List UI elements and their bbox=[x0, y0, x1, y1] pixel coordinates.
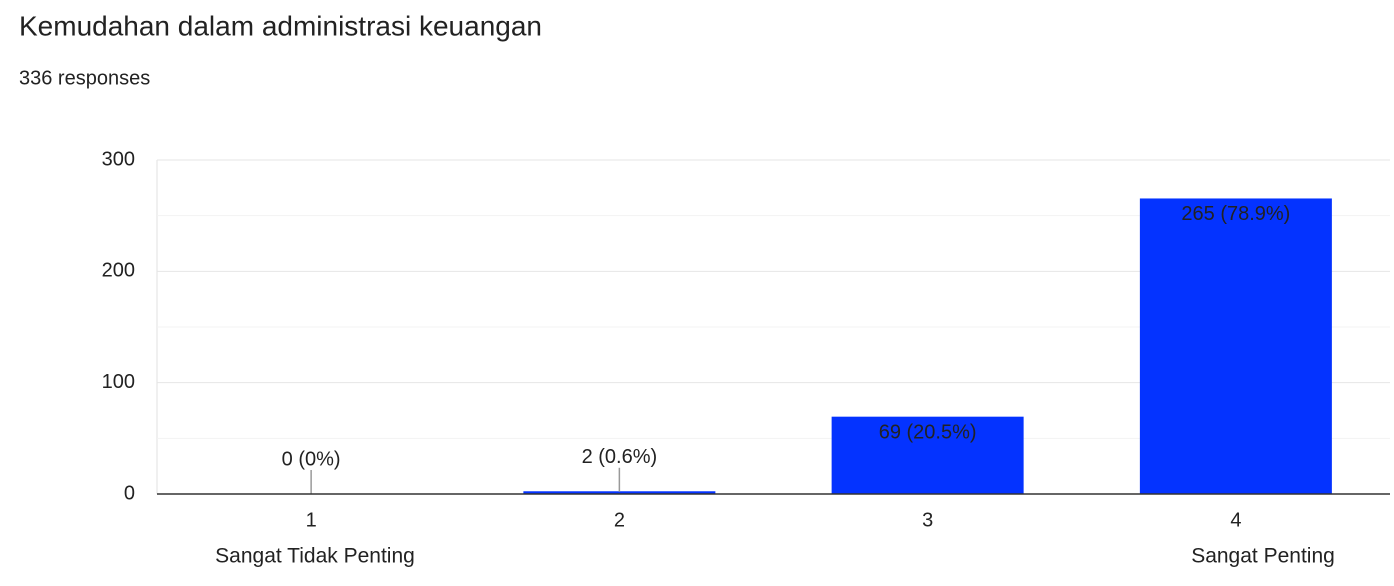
x-tick-label: 1 bbox=[306, 509, 317, 531]
chart-title: Kemudahan dalam administrasi keuangan bbox=[19, 10, 542, 41]
value-label: 0 (0%) bbox=[282, 448, 341, 470]
bar bbox=[1139, 198, 1332, 495]
value-label: 69 (20.5%) bbox=[879, 421, 977, 443]
y-tick-label: 0 bbox=[124, 482, 135, 504]
y-tick-label: 100 bbox=[102, 371, 135, 393]
chart-subtitle: 336 responses bbox=[19, 67, 150, 89]
x-tick-label: 4 bbox=[1230, 509, 1241, 531]
y-tick-label: 200 bbox=[102, 260, 135, 282]
scale-label: Sangat Tidak Penting bbox=[215, 545, 415, 568]
x-tick-label: 2 bbox=[614, 509, 625, 531]
bar bbox=[831, 416, 1024, 495]
scale-label: Sangat Penting bbox=[1191, 545, 1335, 568]
value-label: 2 (0.6%) bbox=[582, 446, 658, 468]
value-label: 265 (78.9%) bbox=[1181, 203, 1290, 225]
x-tick-label: 3 bbox=[922, 509, 933, 531]
y-tick-label: 300 bbox=[102, 148, 135, 170]
